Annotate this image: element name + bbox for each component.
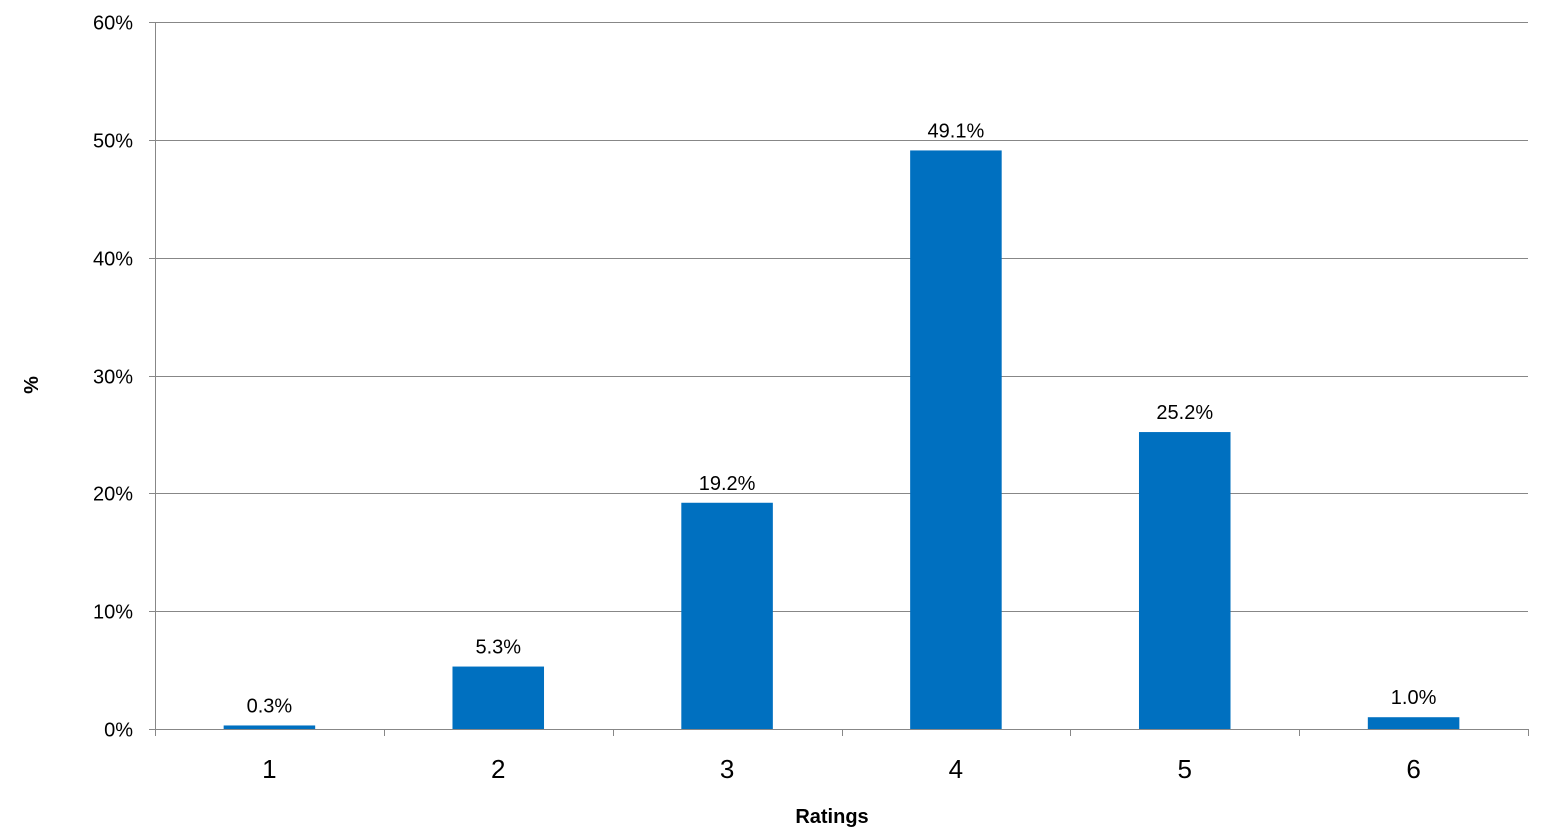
x-tick-label: 2 <box>491 754 505 784</box>
bars <box>223 150 1460 729</box>
y-tick-label: 60% <box>93 13 133 35</box>
data-label: 1.0% <box>1391 687 1437 709</box>
y-tick-label: 0% <box>104 720 133 742</box>
gridlines <box>155 22 1528 612</box>
y-tick-label: 40% <box>93 249 133 271</box>
bar-5 <box>1138 432 1231 729</box>
x-tick-label: 5 <box>1178 754 1192 784</box>
bar-3 <box>681 502 773 729</box>
y-tick-label: 30% <box>93 367 133 389</box>
data-label: 49.1% <box>928 120 985 142</box>
y-tick-label: 20% <box>93 484 133 506</box>
x-tick-label: 3 <box>720 754 734 784</box>
bar-6 <box>1367 717 1460 729</box>
axes: 0% 10% 20% 30% 40% 50% 60% 1 2 3 4 5 6 <box>93 13 1529 784</box>
x-tick-label: 4 <box>949 754 963 784</box>
x-tick-label: 6 <box>1406 754 1420 784</box>
y-axis-title: % <box>21 376 43 394</box>
x-axis-title: Ratings <box>795 806 868 828</box>
x-tick-label: 1 <box>262 754 276 784</box>
y-tick-label: 50% <box>93 131 133 153</box>
data-label: 25.2% <box>1156 402 1213 424</box>
bar-2 <box>452 666 545 729</box>
bar-4 <box>910 150 1002 729</box>
data-label: 0.3% <box>247 695 293 717</box>
y-tick-label: 10% <box>93 602 133 624</box>
data-label: 5.3% <box>475 637 521 659</box>
data-label: 19.2% <box>699 473 756 495</box>
data-labels: 0.3% 5.3% 19.2% 49.1% 25.2% 1.0% <box>247 120 1437 717</box>
bar-1 <box>223 725 316 729</box>
